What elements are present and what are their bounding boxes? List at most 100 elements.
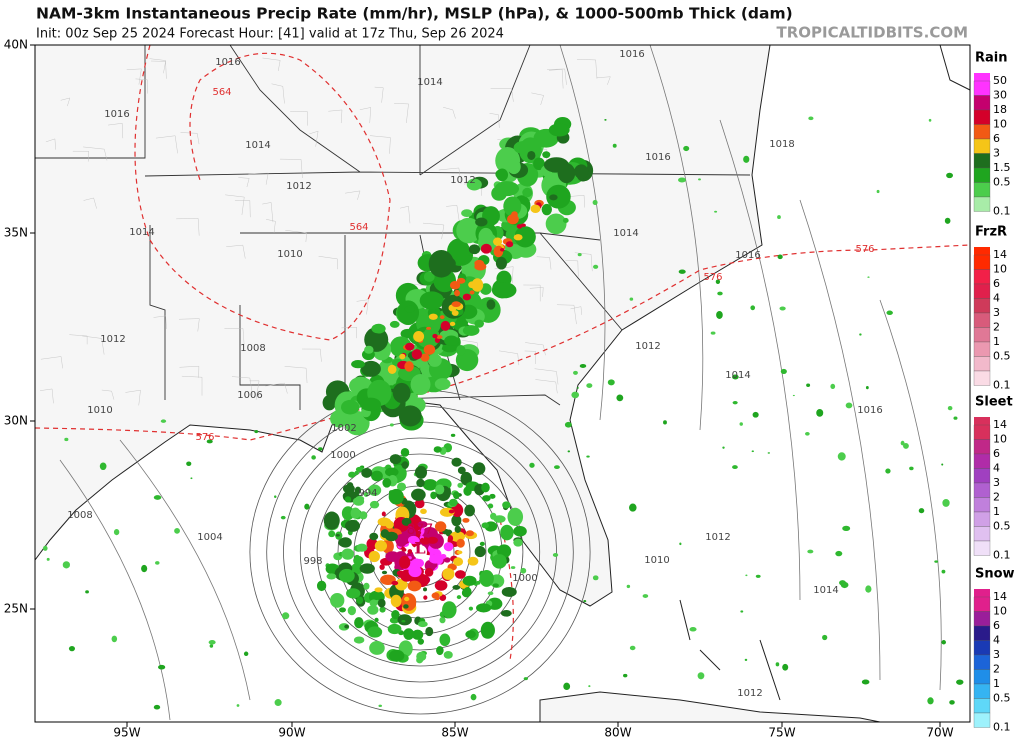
rain-cell	[752, 411, 759, 418]
rain-cell	[401, 619, 406, 623]
rain-cell	[732, 465, 738, 470]
rain-cell	[404, 596, 410, 602]
rain-cell	[374, 617, 379, 623]
rain-cell	[453, 491, 460, 500]
legend-label: 1	[993, 335, 1000, 348]
rain-cell	[491, 282, 517, 299]
rain-cell	[777, 215, 781, 220]
rain-cell	[389, 649, 405, 662]
rain-cell	[481, 522, 489, 529]
rain-cell	[353, 636, 365, 644]
rain-cell	[439, 315, 445, 320]
isobar-label: 1012	[286, 181, 311, 192]
rain-cell	[573, 370, 578, 375]
rain-cell	[755, 574, 761, 578]
rain-cell	[867, 276, 870, 278]
rain-cell	[507, 214, 519, 225]
legend-label: 0.1	[993, 205, 1011, 218]
isobar	[719, 119, 801, 601]
legend-swatch	[973, 511, 991, 527]
rain-cell	[367, 605, 379, 615]
rain-cell	[494, 181, 520, 197]
legend-cap	[974, 73, 990, 81]
rain-cell	[462, 517, 470, 523]
subtitle: Init: 00z Sep 25 2024 Forecast Hour: [41…	[36, 27, 504, 42]
legend-label: 30	[993, 89, 1007, 102]
rain-cell	[68, 645, 75, 652]
rain-cell	[338, 568, 355, 583]
rain-cell	[439, 616, 446, 624]
isobar-label: 1016	[735, 250, 760, 261]
rain-cell	[281, 612, 290, 620]
legend-swatch	[973, 254, 991, 270]
map: 1016 1014 1016 1016 1014 1016 1018 1012 1012 1014…	[34, 44, 971, 723]
legend-cap	[974, 589, 990, 597]
rain-cell	[683, 145, 690, 152]
rain-cell	[918, 508, 925, 514]
rain-cell	[767, 452, 771, 454]
isobar-label: 1010	[644, 555, 669, 566]
rain-cell	[552, 553, 559, 557]
rain-cell	[780, 368, 787, 374]
rain-cell	[478, 227, 494, 246]
rain-cell	[949, 700, 955, 705]
rain-cell	[956, 679, 964, 685]
rain-cell	[451, 310, 459, 316]
rain-cell	[456, 595, 462, 600]
eye	[413, 545, 427, 559]
legend-label: 0.1	[993, 549, 1011, 562]
rain-cell	[486, 299, 496, 310]
legend-title: Snow	[975, 567, 1015, 582]
rain-cell	[493, 515, 506, 523]
rain-cell	[383, 373, 396, 382]
rain-cell	[416, 531, 422, 535]
rain-cell	[62, 561, 71, 569]
rain-cell	[452, 585, 461, 590]
rain-cell	[816, 408, 824, 417]
rain-cell	[392, 382, 411, 403]
isobar-label: 1008	[67, 510, 92, 521]
rain-cell	[326, 573, 337, 580]
rain-cell	[451, 301, 461, 308]
legend-title: Rain	[975, 51, 1008, 66]
lat-label: 25N	[4, 602, 28, 616]
rain-cell	[428, 249, 454, 278]
rain-cell	[344, 624, 349, 629]
precipitation	[42, 116, 964, 710]
rain-cell	[427, 353, 442, 367]
rain-cell	[462, 293, 472, 301]
rain-cell	[845, 402, 853, 409]
legend-label: 0.1	[993, 721, 1011, 734]
rain-cell	[457, 482, 463, 488]
rain-cell	[586, 383, 593, 388]
isobar-label: 1014	[245, 140, 270, 151]
rain-cell	[865, 585, 872, 593]
legend-swatch	[973, 153, 991, 169]
legend-swatch	[973, 124, 991, 140]
thickness-label: 576	[703, 272, 722, 283]
rain-cell	[456, 217, 481, 244]
legend-swatch	[973, 370, 991, 386]
rain-cell	[588, 685, 591, 688]
thickness-label: 576	[195, 432, 214, 443]
rain-cell	[678, 177, 686, 183]
rain-cell	[359, 511, 368, 520]
legend-swatch	[973, 182, 991, 198]
isobar	[59, 459, 171, 721]
rain-cell	[462, 325, 480, 336]
rain-cell	[444, 335, 459, 346]
rain-cell	[530, 204, 541, 214]
rain-cell	[554, 465, 560, 469]
rain-cell	[389, 320, 400, 328]
lon-label: 85W	[441, 726, 468, 740]
rain-cell	[347, 606, 356, 616]
rain-cell	[745, 574, 748, 577]
rain-cell	[739, 422, 743, 426]
legend-swatch	[973, 482, 991, 498]
rain-cell	[400, 328, 415, 339]
rain-cell	[391, 609, 400, 620]
rain-cell	[476, 603, 492, 613]
legend-label: 0.1	[993, 379, 1011, 392]
rain-cell	[717, 291, 723, 296]
rain-cell	[389, 423, 394, 427]
